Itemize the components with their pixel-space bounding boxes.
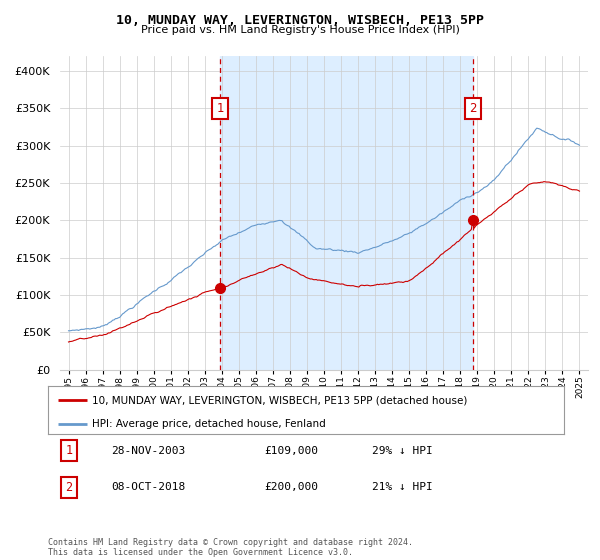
Text: 1: 1 — [65, 444, 73, 458]
Text: 21% ↓ HPI: 21% ↓ HPI — [372, 482, 433, 492]
Text: 10, MUNDAY WAY, LEVERINGTON, WISBECH, PE13 5PP: 10, MUNDAY WAY, LEVERINGTON, WISBECH, PE… — [116, 14, 484, 27]
Text: 08-OCT-2018: 08-OCT-2018 — [111, 482, 185, 492]
Text: 28-NOV-2003: 28-NOV-2003 — [111, 446, 185, 456]
Text: £109,000: £109,000 — [264, 446, 318, 456]
Text: 2: 2 — [470, 102, 477, 115]
Text: Contains HM Land Registry data © Crown copyright and database right 2024.
This d: Contains HM Land Registry data © Crown c… — [48, 538, 413, 557]
Text: Price paid vs. HM Land Registry's House Price Index (HPI): Price paid vs. HM Land Registry's House … — [140, 25, 460, 35]
Text: 29% ↓ HPI: 29% ↓ HPI — [372, 446, 433, 456]
Text: 2: 2 — [65, 480, 73, 494]
Text: HPI: Average price, detached house, Fenland: HPI: Average price, detached house, Fenl… — [92, 419, 326, 430]
Text: 1: 1 — [217, 102, 224, 115]
Text: 10, MUNDAY WAY, LEVERINGTON, WISBECH, PE13 5PP (detached house): 10, MUNDAY WAY, LEVERINGTON, WISBECH, PE… — [92, 396, 467, 405]
Text: £200,000: £200,000 — [264, 482, 318, 492]
Bar — [220, 56, 473, 370]
